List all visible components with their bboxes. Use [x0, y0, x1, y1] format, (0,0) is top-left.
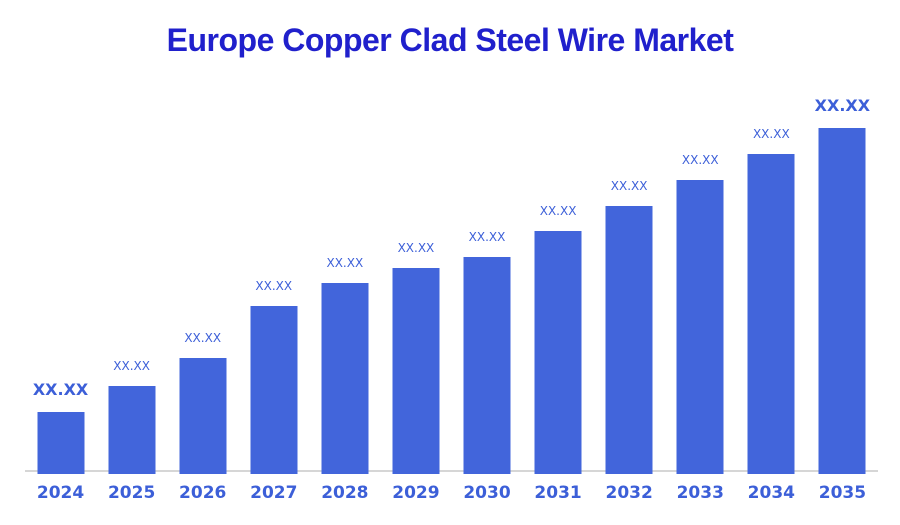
bar-slot-2028: XX.XX — [309, 91, 380, 474]
x-tick-2027: 2027 — [250, 483, 298, 503]
bar-2030 — [463, 257, 511, 474]
bar-value-label-2028: XX.XX — [326, 256, 364, 270]
bar-slot-2029: XX.XX — [380, 91, 451, 474]
bar-2024 — [37, 412, 85, 474]
bar-2035 — [818, 128, 866, 474]
bar-slot-2026: XX.XX — [167, 91, 238, 474]
bar-slot-2027: XX.XX — [238, 91, 309, 474]
bar-value-label-2033: XX.XX — [681, 153, 719, 167]
bar-slot-2031: XX.XX — [523, 91, 594, 474]
bar-slot-2032: XX.XX — [594, 91, 665, 474]
x-tick-2035: 2035 — [818, 483, 867, 503]
bar-2032 — [605, 206, 653, 474]
bar-value-label-2024: XX.XX — [32, 380, 89, 399]
x-tick-2025: 2025 — [107, 483, 156, 503]
bar-value-label-2035: XX.XX — [814, 96, 871, 115]
x-tick-2029: 2029 — [392, 483, 440, 503]
x-tick-2033: 2033 — [676, 483, 724, 503]
x-tick-2034: 2034 — [747, 483, 795, 503]
bar-2027 — [250, 306, 298, 474]
bar-slot-2035: XX.XX — [807, 91, 878, 474]
bar-2034 — [747, 154, 795, 474]
bar-slot-2030: XX.XX — [451, 91, 522, 474]
bar-2026 — [179, 358, 227, 474]
bar-2028 — [321, 283, 369, 474]
x-tick-2024: 2024 — [36, 483, 85, 503]
x-tick-2032: 2032 — [605, 483, 653, 503]
bar-value-label-2026: XX.XX — [184, 331, 222, 345]
bar-value-label-2027: XX.XX — [255, 279, 293, 293]
chart-title: Europe Copper Clad Steel Wire Market — [166, 22, 734, 58]
x-axis-labels: 2024 2025 2026 2027 2028 2029 2030 2031 2032 2033… — [25, 483, 878, 503]
bar-2033 — [676, 180, 724, 474]
bar-value-label-2030: XX.XX — [468, 230, 506, 244]
bar-2029 — [392, 268, 440, 474]
bar-value-label-2029: XX.XX — [397, 241, 435, 255]
x-tick-2028: 2028 — [321, 483, 369, 503]
bar-2031 — [534, 231, 582, 474]
bar-slot-2025: XX.XX — [96, 91, 167, 474]
bar-value-label-2031: XX.XX — [539, 204, 577, 218]
bar-2025 — [108, 386, 156, 474]
x-axis-line — [25, 470, 878, 472]
bar-value-label-2025: XX.XX — [113, 359, 150, 373]
x-tick-2026: 2026 — [179, 483, 227, 503]
plot-area: XX.XX XX.XX XX.XX XX.XX XX.XX XX.XX XX.XX XX.XX… — [25, 91, 878, 474]
x-tick-2031: 2031 — [534, 483, 582, 503]
x-tick-2030: 2030 — [463, 483, 511, 503]
bar-slot-2034: XX.XX — [736, 91, 807, 474]
bar-slot-2024: XX.XX — [25, 91, 96, 474]
bar-slot-2033: XX.XX — [665, 91, 736, 474]
bar-value-label-2032: XX.XX — [610, 179, 648, 193]
bar-value-label-2034: XX.XX — [752, 127, 790, 141]
